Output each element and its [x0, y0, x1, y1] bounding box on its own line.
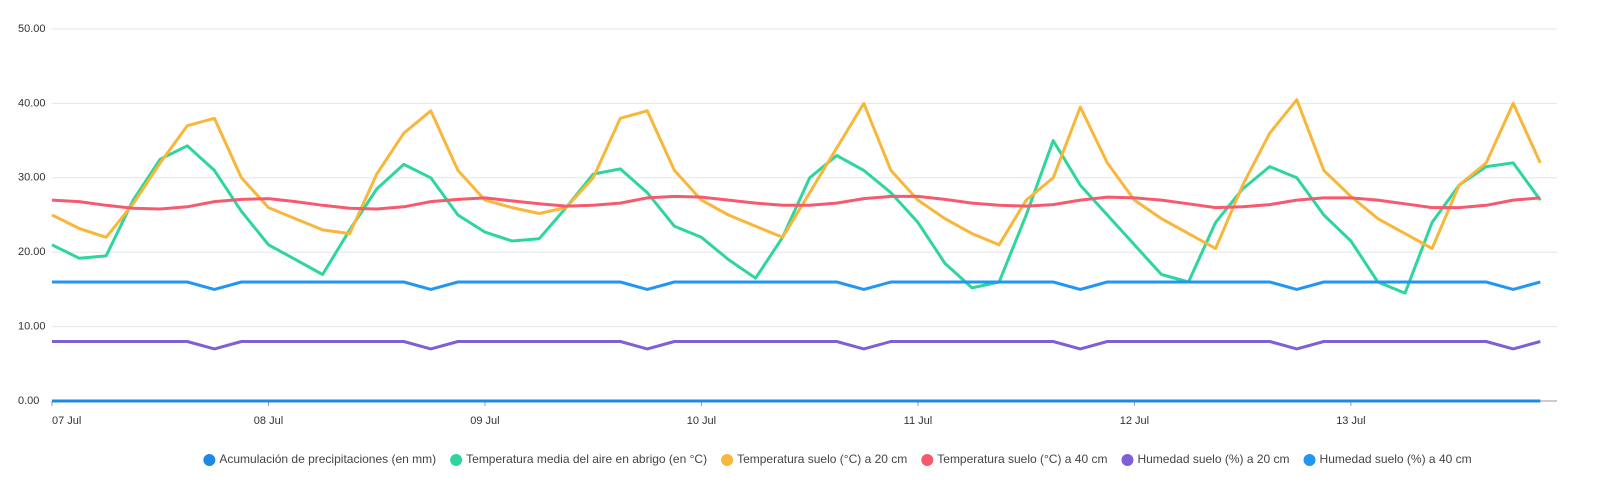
series-line [51, 139, 1542, 295]
legend-marker [450, 454, 463, 466]
y-tick-label: 30.00 [18, 172, 46, 184]
y-tick-label: 50.00 [18, 23, 46, 35]
series-line [52, 280, 1541, 291]
x-tick-label: 08 Jul [254, 415, 283, 427]
legend: Acumulación de precipitaciones (en mm) Te… [203, 452, 1472, 466]
y-tick-label: 10.00 [18, 321, 46, 333]
series-line [51, 98, 1542, 250]
legend-label: Temperatura suelo (°C) a 40 cm [937, 452, 1107, 466]
legend-marker [1303, 454, 1316, 466]
x-tick-label: 11 Jul [904, 415, 933, 427]
y-tick-label: 20.00 [18, 246, 46, 258]
legend-label: Acumulación de precipitaciones (en mm) [219, 452, 436, 466]
legend-label: Temperatura suelo (°C) a 20 cm [737, 452, 907, 466]
legend-marker [921, 454, 934, 466]
x-tick-label: 12 Jul [1120, 415, 1149, 427]
x-tick-label: 10 Jul [687, 415, 716, 427]
series-line [52, 340, 1541, 351]
y-tick-label: 40.00 [18, 97, 46, 109]
x-tick-label: 09 Jul [470, 415, 499, 427]
legend-label: Temperatura media del aire en abrigo (en… [466, 452, 707, 466]
x-tick-label: 07 Jul [52, 415, 81, 427]
series-line [51, 194, 1541, 211]
legend-marker [721, 454, 734, 466]
y-tick-label: 0.00 [18, 395, 39, 407]
legend-label: Humedad suelo (%) a 20 cm [1137, 452, 1289, 466]
legend-marker [203, 454, 216, 466]
legend-label: Humedad suelo (%) a 40 cm [1320, 452, 1472, 466]
x-tick-label: 13 Jul [1336, 415, 1365, 427]
legend-marker [1121, 454, 1134, 466]
